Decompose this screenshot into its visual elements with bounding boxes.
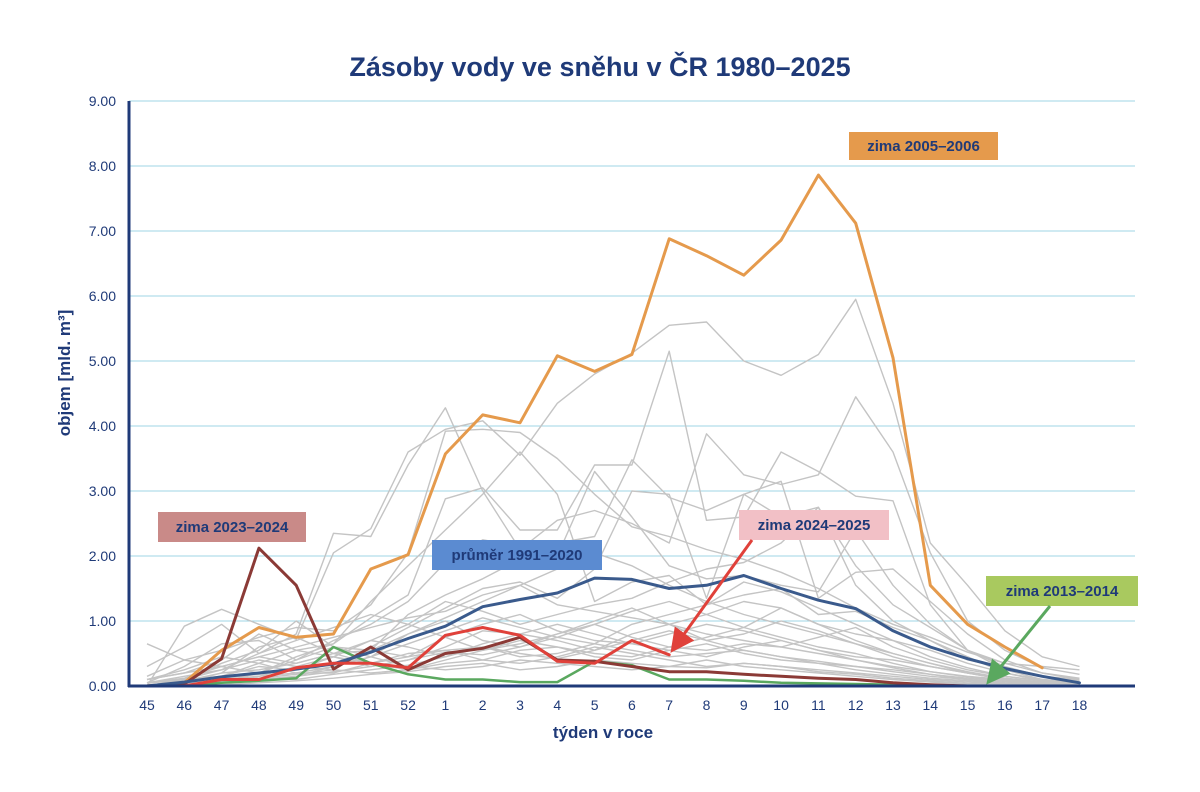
series-line-zima-2023-2024 [145,546,1081,688]
x-tick-label: 7 [665,697,673,713]
y-tick-label: 9.00 [89,93,116,109]
background-series-group [146,298,1080,687]
x-tick-label: 49 [288,697,304,713]
y-tick-label: 8.00 [89,158,116,174]
x-tick-label: 17 [1034,697,1050,713]
x-tick-label: 15 [960,697,976,713]
x-tick-label: 16 [997,697,1013,713]
annotation-box [986,576,1138,606]
y-tick-label: 7.00 [89,223,116,239]
x-tick-label: 2 [479,697,487,713]
x-tick-label: 9 [740,697,748,713]
background-series-line [146,600,1080,687]
annotation-box [849,132,998,160]
background-series-line [146,620,1080,686]
x-axis-title: týden v roce [553,723,653,742]
x-tick-label: 51 [363,697,379,713]
y-tick-label: 3.00 [89,483,116,499]
annotation-box [432,540,602,570]
series-line-zima-2024-2025 [145,626,671,688]
x-tick-label: 14 [923,697,939,713]
axes [127,101,1135,688]
x-tick-label: 12 [848,697,864,713]
x-tick-label: 6 [628,697,636,713]
x-tick-label: 1 [442,697,450,713]
y-tick-label: 4.00 [89,418,116,434]
annotation-box [158,512,306,542]
background-series-line [146,428,1080,671]
background-series-line [146,623,1080,687]
background-series-line [146,581,1080,687]
x-tick-label: 48 [251,697,267,713]
annotation-label: průměr 1991–2020 [452,547,583,564]
background-series-line [146,396,1080,675]
x-tick-label: 3 [516,697,524,713]
annotation-box [739,510,889,540]
x-tick-label: 4 [553,697,561,713]
x-tick-labels: 45 46 47 48 49 50 51 52 1 2 3 4 5 6 7 8 9 10 11 12 13 14 15 16 1… [139,697,1087,713]
annotation-label: zima 2005–2006 [867,138,980,155]
arrow-2013-2014 [986,605,1052,685]
annotations: zima 2005–2006 zima 2023–2024 průměr 1991–… [158,132,1138,685]
y-tick-label: 0.00 [89,678,116,694]
chart-title: Zásoby vody ve sněhu v ČR 1980–2025 [349,51,850,82]
annotation-label: zima 2013–2014 [1006,583,1119,600]
x-tick-label: 45 [139,697,155,713]
annotation-label: zima 2024–2025 [758,517,871,534]
x-tick-label: 10 [773,697,789,713]
y-tick-label: 1.00 [89,613,116,629]
x-tick-label: 13 [885,697,901,713]
y-tick-labels: 0.00 1.00 2.00 3.00 4.00 5.00 6.00 7.00 8.00 9.00 [89,93,116,694]
x-tick-label: 50 [326,697,342,713]
y-tick-label: 6.00 [89,288,116,304]
series-line-zima-2005-2006 [145,173,1044,688]
background-series-line [146,350,1080,681]
y-tick-label: 5.00 [89,353,116,369]
x-tick-label: 5 [591,697,599,713]
background-series-line [146,470,1080,684]
background-series-line [146,451,1080,681]
x-tick-label: 8 [703,697,711,713]
background-series-line [146,459,1080,687]
background-series-line [146,630,1080,687]
x-tick-label: 52 [400,697,416,713]
x-tick-label: 18 [1072,697,1088,713]
x-tick-label: 47 [214,697,230,713]
background-series-line [146,607,1080,687]
x-tick-label: 46 [177,697,193,713]
grid-lines [129,100,1135,622]
y-tick-label: 2.00 [89,548,116,564]
y-axis-title: objem [mld. m³] [55,310,74,437]
annotation-label: zima 2023–2024 [176,519,289,536]
x-tick-label: 11 [811,697,826,713]
background-series-line [147,659,1080,687]
background-series-line [147,607,1080,687]
background-series-line [146,646,1080,687]
arrow-2024-2025 [670,539,754,653]
